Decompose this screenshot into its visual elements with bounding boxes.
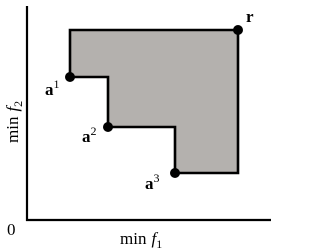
dominated-region — [68, 28, 240, 175]
point-r — [233, 25, 243, 35]
label-a1: a1 — [45, 77, 60, 99]
label-a3: a3 — [145, 171, 160, 193]
label-a2: a2 — [82, 124, 97, 146]
point-a1 — [65, 72, 75, 82]
diagram: a1 a2 a3 r 0 min f1 minf2 — [3, 6, 271, 250]
point-a2 — [103, 122, 113, 132]
x-axis-label: min f1 — [120, 229, 162, 250]
y-axis-label: minf2 — [3, 101, 25, 143]
origin-label: 0 — [7, 220, 16, 239]
point-a3 — [170, 168, 180, 178]
label-r: r — [246, 7, 254, 26]
